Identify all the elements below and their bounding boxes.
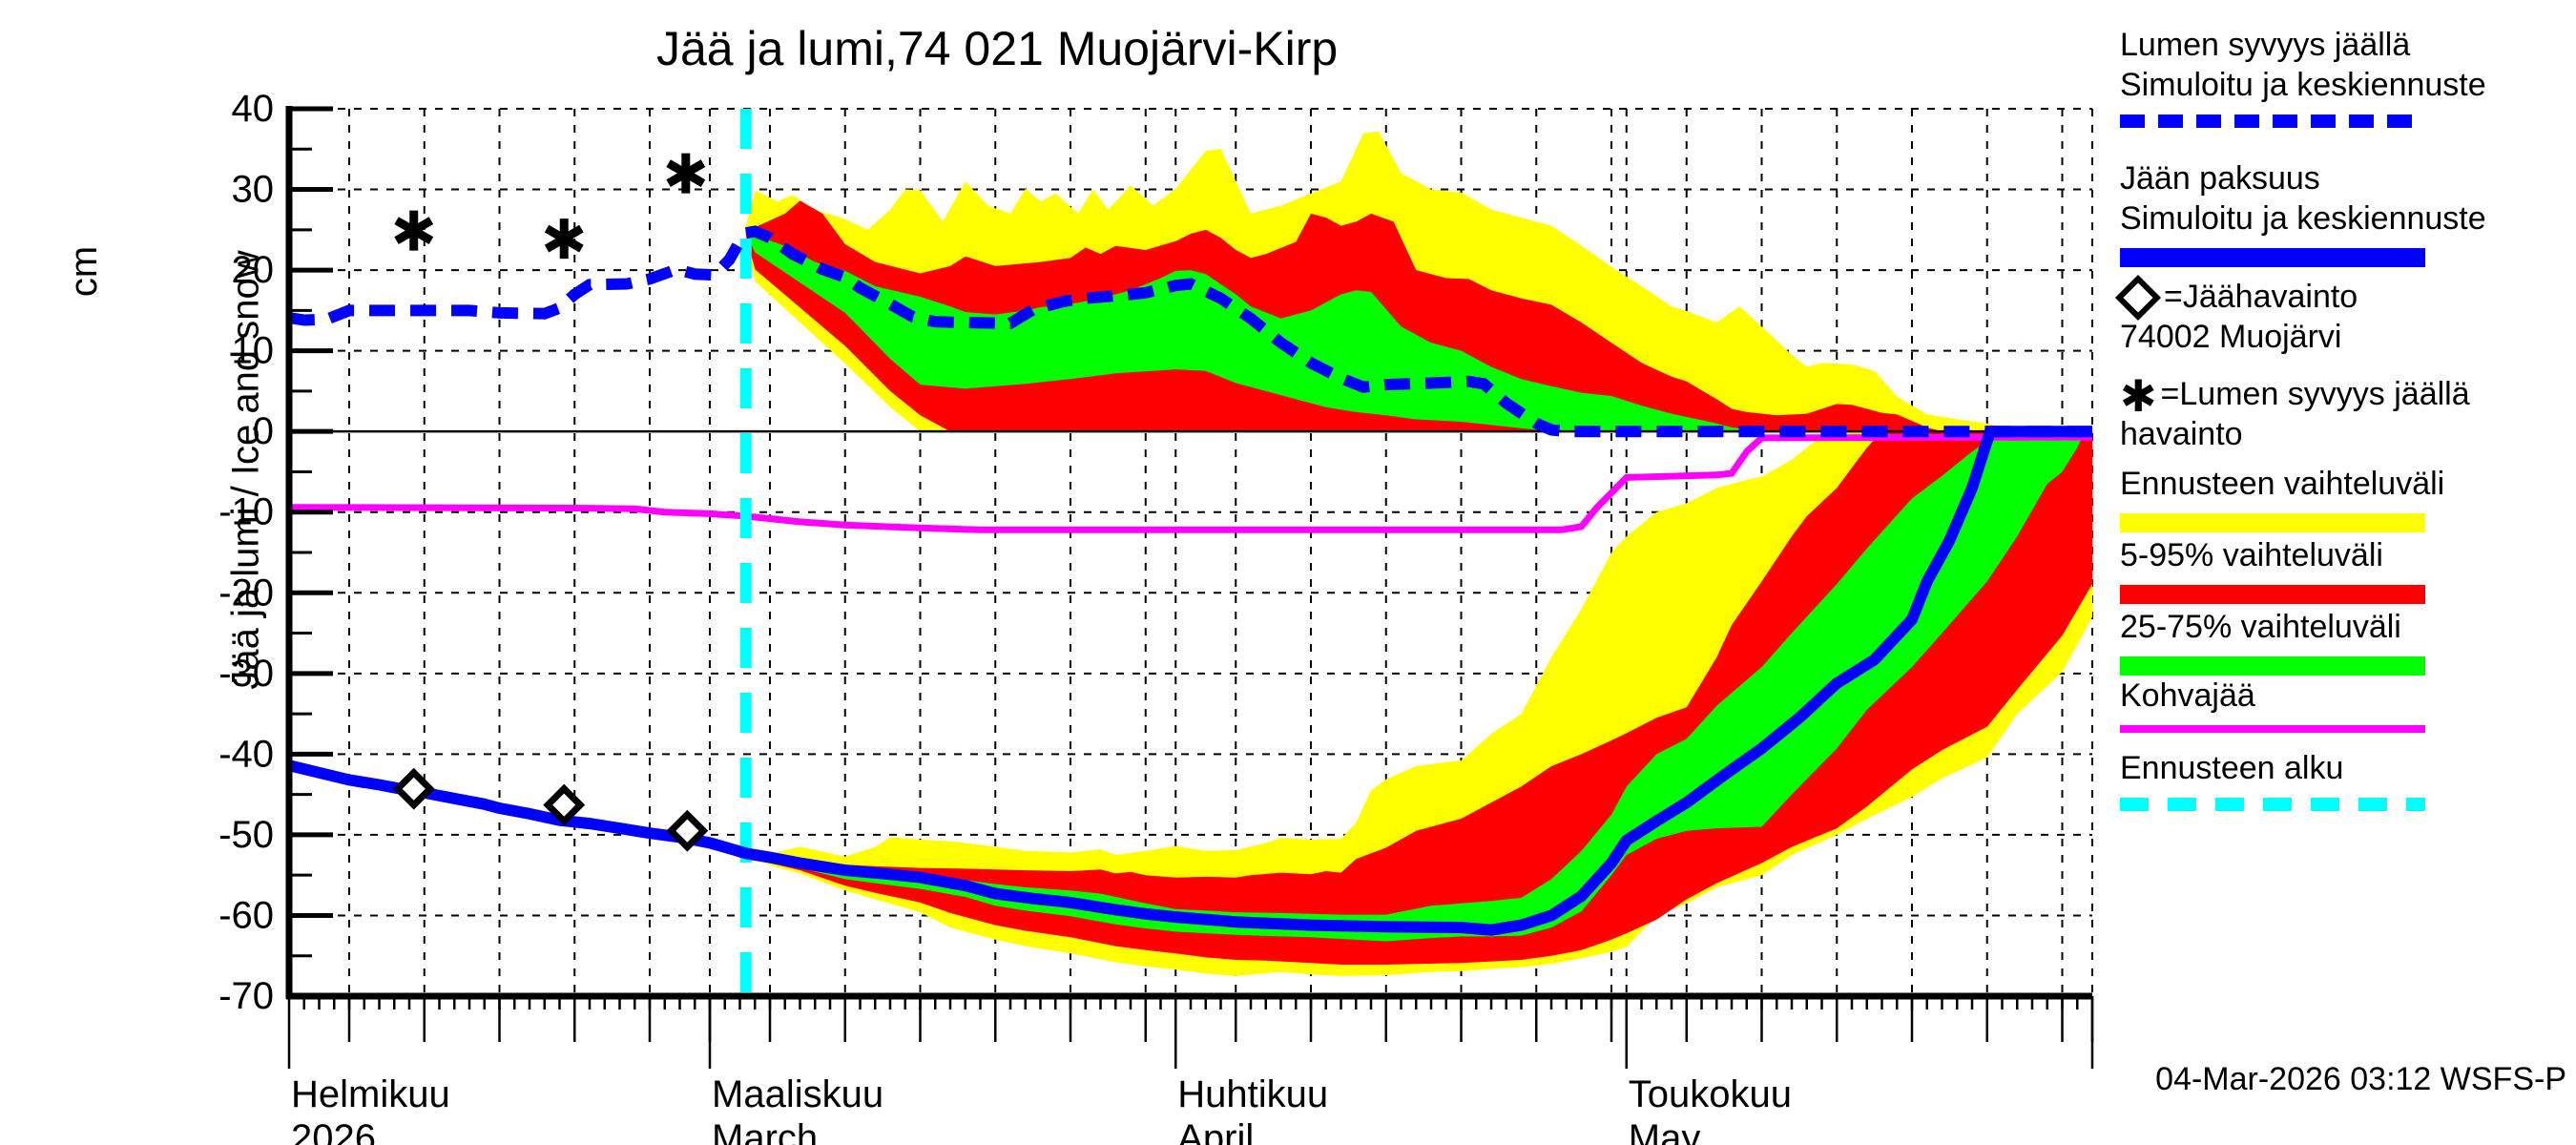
y-axis-unit-label: cm (63, 245, 106, 298)
legend-sample-dashed-blue (2120, 114, 2425, 128)
ice-observation-diamond-marker (666, 809, 709, 852)
legend-sample-dashed-cyan (2120, 798, 2425, 811)
y-tick-label: -30 (218, 653, 274, 695)
y-tick-label: -40 (218, 733, 274, 775)
snow-depth-median-line (288, 225, 2092, 438)
ice-observation-diamond-marker (392, 767, 435, 810)
legend-item-solid-red: 5-95% vaihteluväli (2120, 535, 2425, 604)
y-tick-label: -60 (218, 894, 274, 936)
legend-text-line1: Ennusteen vaihteluväli (2120, 466, 2445, 502)
legend-text-line1: Jään paksuus (2120, 160, 2320, 197)
band-ice-5-95 (745, 431, 2092, 965)
legend-item-solid-blue: Jään paksuus Simuloitu ja keskiennuste (2120, 158, 2486, 267)
legend-sample-solid-yellow (2120, 513, 2425, 532)
legend-item-solid-yellow: Ennusteen vaihteluväli (2120, 464, 2444, 532)
month-label-fi: Helmikuu (291, 1073, 450, 1115)
legend-text-line1: Lumen syvyys jäällä (2120, 27, 2411, 63)
band-snow-25-75 (745, 229, 2092, 432)
y-tick-label: -50 (218, 814, 274, 856)
legend-item-dashed-cyan: Ennusteen alku (2120, 748, 2425, 811)
legend-item-solid-magenta: Kohvajää (2120, 676, 2425, 733)
legend-text-line2: Simuloitu ja keskiennuste (2120, 200, 2486, 237)
legend-text-line1: 5-95% vaihteluväli (2120, 537, 2383, 573)
ice-thickness-median-line (287, 426, 2092, 936)
y-tick-label: 0 (253, 410, 274, 452)
legend-sample-solid-green (2120, 656, 2425, 676)
kohvajaa-line (288, 433, 2093, 533)
legend-text-line2: havainto (2120, 416, 2243, 452)
generation-timestamp: 04-Mar-2026 03:12 WSFS-P (2155, 1061, 2566, 1097)
legend-sample-solid-blue (2120, 248, 2425, 267)
month-label-sub: 2026 (291, 1117, 376, 1145)
snow-observation-asterisk-marker (544, 219, 584, 260)
y-axis-label: Jää ja lumi / Ice and snow (224, 250, 267, 690)
y-tick-label: 20 (232, 249, 275, 291)
legend-text-line1: 25-75% vaihteluväli (2120, 609, 2401, 645)
month-label-fi: Huhtikuu (1177, 1073, 1328, 1115)
band-ice-25-75 (745, 431, 2092, 942)
legend-item-asterisk: ✱ =Lumen syvyys jäällä havainto (2120, 374, 2470, 454)
ice-observation-diamond-marker (543, 783, 586, 826)
month-label-sub: May (1629, 1117, 1701, 1145)
legend-item-diamond: =Jäähavainto 74002 Muojärvi (2114, 274, 2358, 357)
legend-text-line1: ✱ =Lumen syvyys jäällä (2120, 371, 2470, 422)
legend-text-line1: Ennusteen alku (2120, 750, 2344, 786)
month-label-sub: March (712, 1117, 818, 1145)
month-label-fi: Maaliskuu (712, 1073, 883, 1115)
chart-title: Jää ja lumi,74 021 Muojärvi-Kirp (656, 22, 1339, 75)
legend-item-solid-green: 25-75% vaihteluväli (2120, 607, 2425, 676)
diamond-icon (2114, 274, 2162, 322)
y-tick-label: 40 (232, 88, 275, 130)
month-label-sub: April (1177, 1117, 1254, 1145)
legend-text-line1: =Jäähavainto (2114, 274, 2358, 322)
y-tick-label: 30 (232, 169, 275, 211)
month-label-fi: Toukokuu (1629, 1073, 1792, 1115)
legend-sample-solid-magenta (2120, 725, 2425, 733)
y-tick-label: -70 (218, 975, 274, 1017)
legend-text-line1: Kohvajää (2120, 677, 2255, 714)
asterisk-icon: ✱ (2120, 371, 2157, 422)
legend-text-line2: 74002 Muojärvi (2120, 319, 2342, 355)
legend-sample-solid-red (2120, 585, 2425, 604)
legend-item-dashed-blue: Lumen syvyys jäällä Simuloitu ja keskienn… (2120, 25, 2486, 128)
snow-observation-asterisk-marker (666, 153, 706, 194)
legend-text-line2: Simuloitu ja keskiennuste (2120, 67, 2486, 103)
y-tick-label: -10 (218, 491, 274, 533)
y-tick-label: 10 (232, 330, 275, 372)
snow-observation-asterisk-marker (394, 210, 434, 251)
y-tick-label: -20 (218, 572, 274, 614)
